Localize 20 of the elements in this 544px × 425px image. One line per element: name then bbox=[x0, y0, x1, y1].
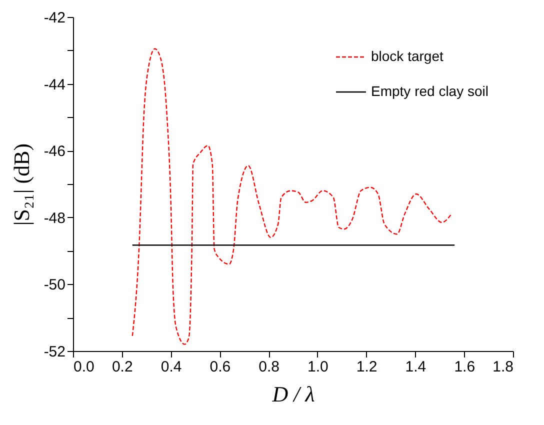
x-tick-label: 1.4 bbox=[405, 358, 426, 376]
x-tick-label: 1.0 bbox=[308, 358, 328, 376]
legend-label: block target bbox=[371, 48, 444, 64]
x-tick-label: 0.8 bbox=[258, 358, 280, 376]
y-tick-label: -42 bbox=[44, 10, 66, 26]
y-tick-label: -50 bbox=[44, 276, 66, 294]
x-tick-label: 1.8 bbox=[492, 358, 514, 376]
x-tick-label: 1.2 bbox=[356, 358, 378, 376]
x-tick-label: 0.0 bbox=[74, 358, 94, 376]
y-tick-label: -46 bbox=[44, 143, 66, 160]
x-tick-label: 0.6 bbox=[210, 358, 231, 376]
y-axis-title: |S₂₁| (dB) bbox=[8, 143, 34, 226]
x-tick-label: 0.2 bbox=[112, 358, 133, 376]
y-tick-label: -44 bbox=[44, 76, 66, 94]
x-tick-label: 1.6 bbox=[454, 358, 476, 376]
x-axis-title: D / λ bbox=[271, 382, 315, 406]
legend-label: Empty red clay soil bbox=[371, 83, 488, 99]
y-tick-label: -52 bbox=[44, 344, 66, 360]
y-tick-label: -48 bbox=[44, 210, 66, 227]
x-tick-label: 0.4 bbox=[160, 358, 182, 376]
